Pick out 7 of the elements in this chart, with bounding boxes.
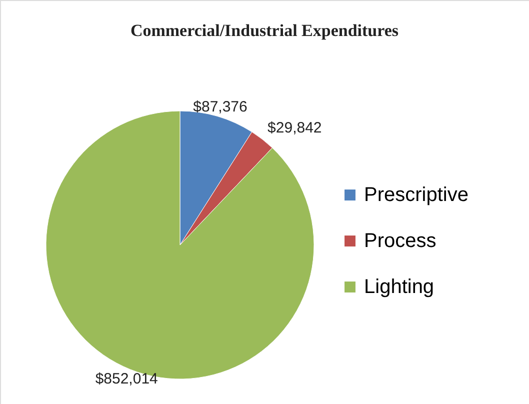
legend-label: Process [364,230,436,252]
chart-title: Commercial/Industrial Expenditures [130,21,399,40]
legend-label: Lighting [364,276,434,298]
data-label: $29,842 [268,120,322,137]
data-label: $87,376 [193,98,248,116]
data-label: $852,014 [95,370,158,388]
legend-label: Prescriptive [364,184,468,206]
